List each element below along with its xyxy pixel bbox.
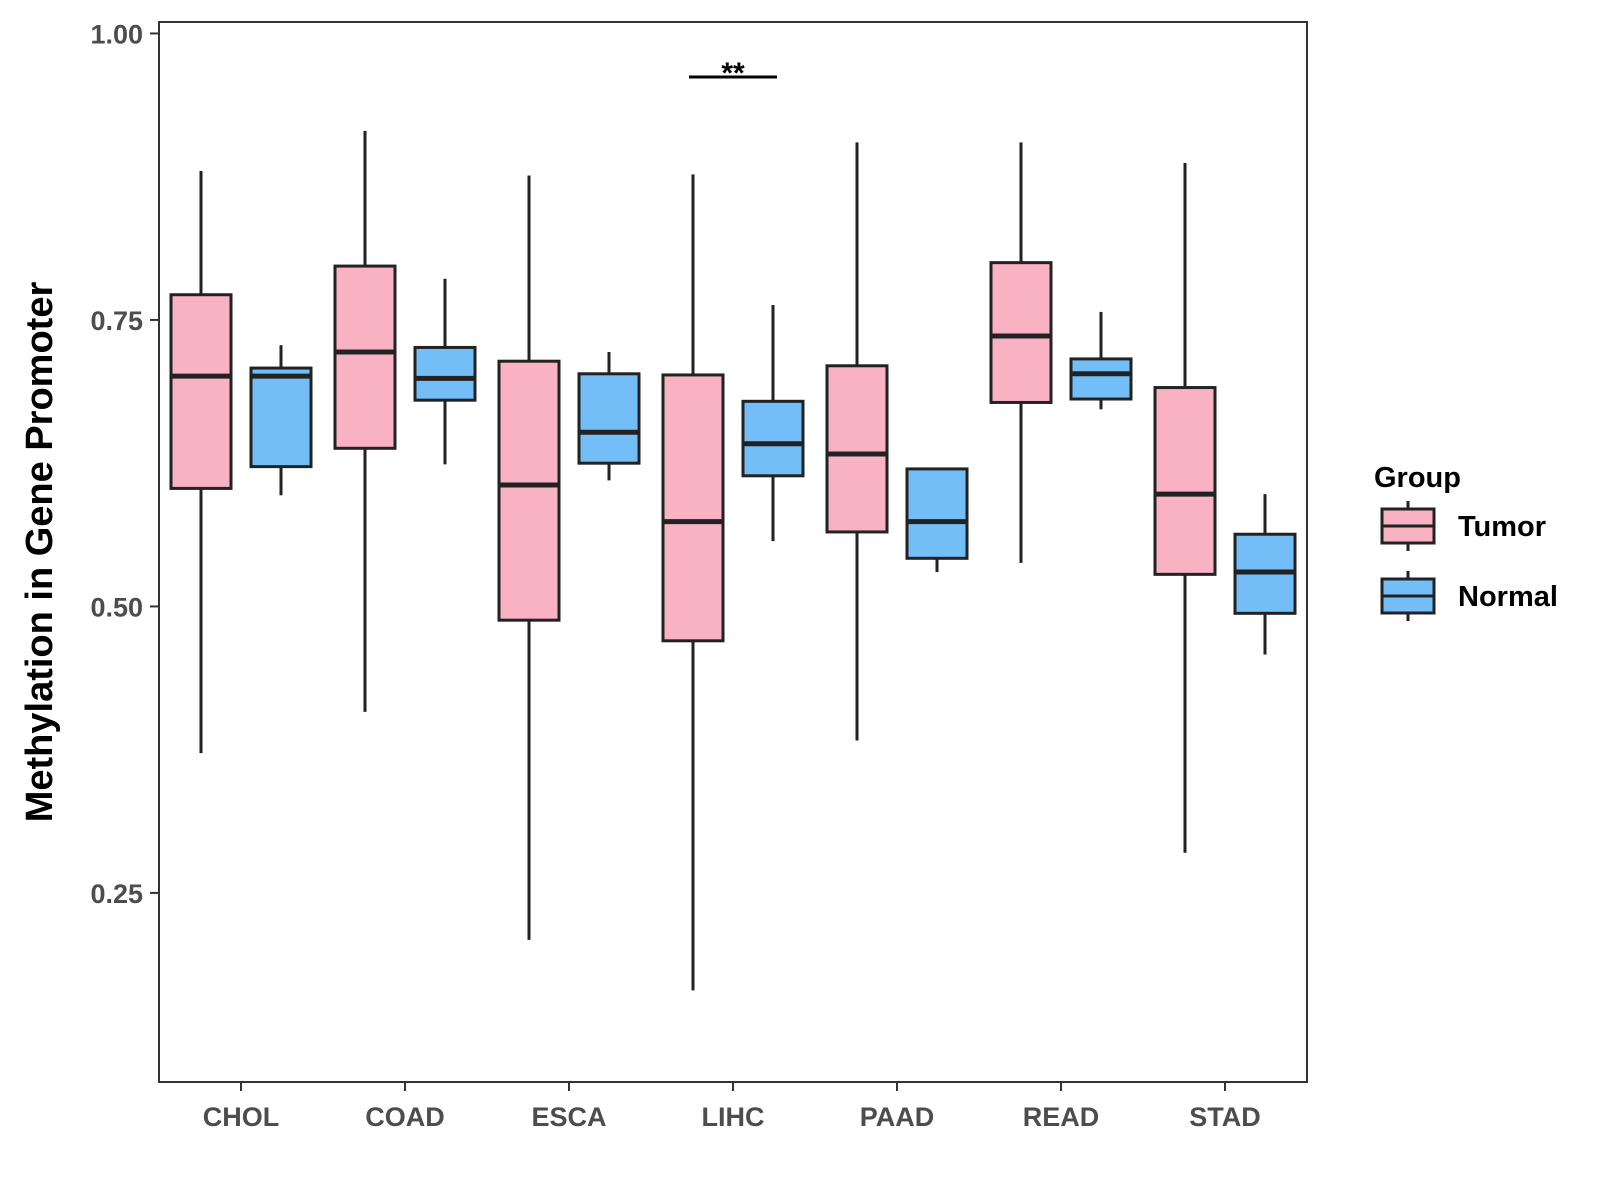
y-tick-label-0.25: 0.25 <box>90 879 143 909</box>
box-iqr <box>741 399 805 478</box>
significance-annotations: ** <box>689 57 777 90</box>
box-iqr <box>249 366 313 469</box>
box-tumor-chol <box>169 170 233 754</box>
box-iqr <box>577 372 641 465</box>
box-tumor-paad <box>825 142 889 741</box>
legend-label-tumor: Tumor <box>1458 511 1546 543</box>
x-axis: CHOL COAD ESCA LIHC PAAD READ STAD <box>203 1082 1261 1132</box>
box-tumor-read <box>989 142 1053 563</box>
y-tick-label-1.00: 1.00 <box>90 19 143 49</box>
y-tick-label-0.50: 0.50 <box>90 592 143 622</box>
box-iqr <box>497 359 561 622</box>
x-tick-label-paad: PAAD <box>860 1102 935 1132</box>
box-iqr <box>169 293 233 490</box>
box-normal-paad <box>905 467 969 573</box>
box-iqr <box>1153 386 1217 576</box>
y-tick-label-0.75: 0.75 <box>90 306 143 336</box>
significance-label: ** <box>721 57 745 90</box>
box-normal-stad <box>1233 494 1297 655</box>
box-tumor-stad <box>1153 162 1217 853</box>
legend-key-tumor <box>1380 501 1436 551</box>
x-tick-label-stad: STAD <box>1189 1102 1261 1132</box>
x-tick-label-coad: COAD <box>365 1102 445 1132</box>
box-normal-read <box>1069 311 1133 410</box>
box-iqr <box>905 467 969 560</box>
box-tumor-coad <box>333 130 397 712</box>
box-tumor-esca <box>497 175 561 940</box>
box-iqr <box>413 345 477 402</box>
legend-key-normal <box>1380 571 1436 621</box>
y-axis: 0.25 0.50 0.75 1.00 <box>90 19 159 909</box>
box-normal-coad <box>413 278 477 465</box>
box-iqr <box>1069 357 1133 401</box>
x-tick-label-read: READ <box>1023 1102 1100 1132</box>
box-iqr <box>661 373 725 643</box>
legend: Group Tumor Normal <box>1374 462 1558 621</box>
box-series <box>169 130 1297 991</box>
x-tick-label-esca: ESCA <box>531 1102 606 1132</box>
box-normal-esca <box>577 352 641 481</box>
plot-panel <box>158 21 1308 1083</box>
box-iqr <box>825 364 889 534</box>
legend-label-normal: Normal <box>1458 581 1558 613</box>
box-tumor-lihc <box>661 174 725 991</box>
box-iqr <box>333 264 397 450</box>
x-tick-label-chol: CHOL <box>203 1102 280 1132</box>
box-iqr <box>989 261 1053 404</box>
box-normal-lihc <box>741 305 805 542</box>
box-normal-chol <box>249 345 313 496</box>
legend-title: Group <box>1374 462 1461 494</box>
x-tick-label-lihc: LIHC <box>702 1102 765 1132</box>
y-axis-title: Methylation in Gene Promoter <box>19 282 61 823</box>
